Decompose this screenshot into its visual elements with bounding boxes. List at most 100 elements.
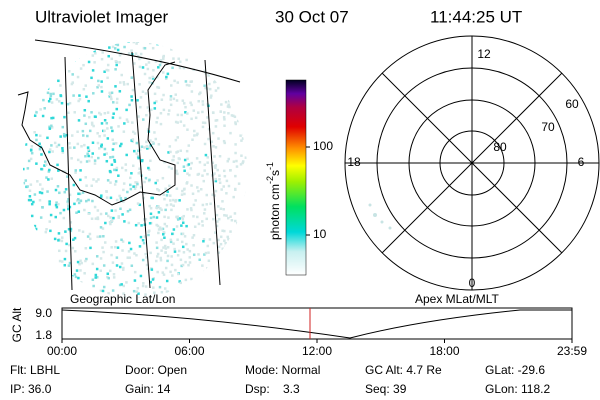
pixel (63, 190, 67, 194)
pixel (100, 80, 103, 83)
pixel (189, 167, 192, 170)
pixel (146, 145, 149, 148)
pixel (50, 101, 54, 104)
pixel (125, 108, 128, 112)
pixel (197, 111, 200, 114)
pixel (60, 101, 64, 105)
pixel (240, 291, 244, 295)
pixel (179, 281, 182, 285)
pixel (188, 261, 192, 264)
pixel (79, 199, 83, 203)
pixel (160, 98, 164, 101)
pixel (241, 232, 245, 235)
pixel (23, 257, 25, 260)
pixel (223, 141, 227, 145)
pixel (240, 154, 243, 157)
pixel (209, 51, 212, 54)
pixel (46, 87, 50, 90)
pixel (63, 50, 67, 53)
pixel (42, 45, 45, 48)
pixel (132, 185, 135, 188)
pixel (204, 296, 208, 298)
mlt-label: 12 (477, 47, 491, 61)
pixel (108, 46, 111, 49)
pixel (83, 52, 87, 56)
pixel (192, 253, 196, 257)
pixel (235, 292, 238, 295)
pixel (157, 231, 160, 235)
pixel (27, 198, 31, 202)
pixel (78, 97, 82, 101)
pixel (73, 236, 77, 240)
pixel (201, 100, 204, 103)
pixel (37, 68, 41, 71)
pixel (219, 110, 222, 113)
pixel (57, 79, 60, 83)
pixel (181, 232, 185, 236)
pixel (148, 76, 151, 80)
pixel (69, 227, 73, 231)
pixel (142, 282, 145, 285)
pixel (197, 172, 201, 176)
pixel (162, 246, 165, 249)
pixel (243, 69, 246, 72)
pixel (38, 134, 42, 138)
pixel (156, 179, 159, 182)
pixel (118, 90, 122, 93)
pixel (115, 264, 119, 267)
pixel (76, 260, 80, 264)
pixel (227, 103, 230, 107)
pixel (149, 42, 153, 44)
pixel (163, 197, 166, 201)
pixel (112, 142, 115, 146)
pixel (224, 254, 228, 258)
pixel (202, 238, 206, 241)
pixel (44, 51, 48, 55)
pixel (151, 75, 155, 79)
pixel (221, 200, 224, 203)
pixel (73, 146, 76, 149)
pixel (122, 130, 126, 133)
pixel (65, 242, 68, 246)
pixel (181, 245, 185, 249)
pixel (214, 179, 218, 183)
y-tick-label: 9.0 (35, 306, 52, 320)
pixel (207, 259, 211, 263)
pixel (105, 190, 108, 193)
pixel (162, 57, 165, 60)
pixel (150, 268, 154, 271)
pixel (229, 95, 233, 99)
pixel (112, 112, 115, 115)
pixel (176, 218, 180, 221)
pixel (159, 258, 163, 262)
pixel (152, 68, 155, 72)
pixel (126, 82, 129, 86)
x-tick-label: 00:00 (47, 344, 77, 358)
pixel (146, 147, 149, 150)
pixel (144, 176, 148, 180)
pixel (29, 157, 33, 161)
pixel (88, 159, 91, 163)
x-tick-label: 23:59 (557, 344, 587, 358)
pixel (115, 166, 119, 170)
pixel (162, 55, 165, 59)
pixel (90, 184, 93, 188)
pixel (136, 54, 140, 58)
pixel (51, 150, 54, 153)
pixel (32, 240, 36, 244)
pixel (189, 53, 193, 57)
pixel (107, 292, 110, 295)
pixel (147, 230, 150, 234)
pixel (185, 83, 189, 87)
pixel (168, 184, 171, 188)
pixel (33, 114, 37, 117)
pixel (128, 176, 132, 180)
pixel (57, 169, 60, 172)
pixel (25, 298, 28, 301)
pixel (83, 108, 87, 112)
pixel (35, 138, 38, 142)
pixel (214, 119, 218, 122)
pixel (154, 181, 157, 185)
pixel (160, 208, 163, 212)
pixel (71, 73, 74, 76)
